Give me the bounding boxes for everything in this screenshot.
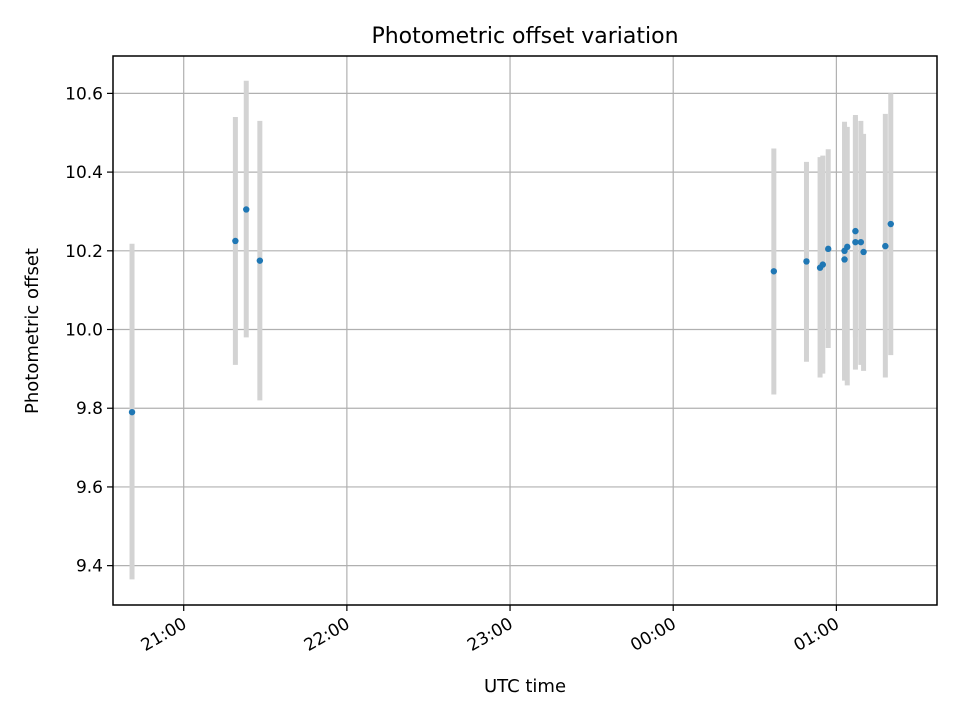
x-tick-label: 00:00 bbox=[627, 614, 679, 656]
data-point bbox=[803, 258, 810, 265]
y-tick-label: 10.6 bbox=[65, 84, 103, 104]
data-point bbox=[841, 256, 848, 263]
plot-frame bbox=[112, 55, 938, 606]
x-axis-label: UTC time bbox=[484, 676, 566, 697]
data-point bbox=[857, 238, 865, 246]
chart-title: Photometric offset variation bbox=[371, 24, 678, 49]
data-point bbox=[256, 257, 264, 264]
data-point bbox=[825, 245, 832, 253]
data-point bbox=[882, 242, 889, 250]
data-point bbox=[819, 261, 826, 268]
data-point bbox=[243, 206, 250, 213]
data-point bbox=[232, 237, 239, 245]
data-point bbox=[852, 238, 859, 246]
y-axis-label: Photometric offset bbox=[22, 248, 43, 414]
x-axis-ticks: 21:00 22:00 23:00 00:00 01:00 bbox=[138, 605, 843, 656]
data-point bbox=[770, 268, 778, 275]
y-tick-label: 9.8 bbox=[76, 399, 103, 419]
x-tick-label: 22:00 bbox=[301, 614, 353, 656]
data-point bbox=[860, 248, 867, 256]
x-tick-label: 23:00 bbox=[464, 614, 516, 656]
y-tick-label: 10.2 bbox=[65, 242, 103, 262]
y-tick-label: 9.4 bbox=[76, 557, 103, 577]
y-tick-label: 10.4 bbox=[65, 163, 103, 183]
data-point bbox=[128, 408, 136, 416]
data-point bbox=[852, 227, 859, 235]
grid-layer bbox=[113, 56, 937, 605]
y-axis-ticks: 9.4 9.6 9.8 10.0 10.2 10.4 10.6 bbox=[65, 84, 113, 577]
point-layer bbox=[128, 206, 894, 416]
x-tick-label: 01:00 bbox=[790, 614, 842, 656]
data-point bbox=[844, 243, 851, 251]
x-tick-label: 21:00 bbox=[138, 614, 190, 656]
y-tick-label: 9.6 bbox=[76, 478, 103, 498]
data-point bbox=[887, 220, 894, 228]
y-tick-label: 10.0 bbox=[65, 321, 103, 341]
